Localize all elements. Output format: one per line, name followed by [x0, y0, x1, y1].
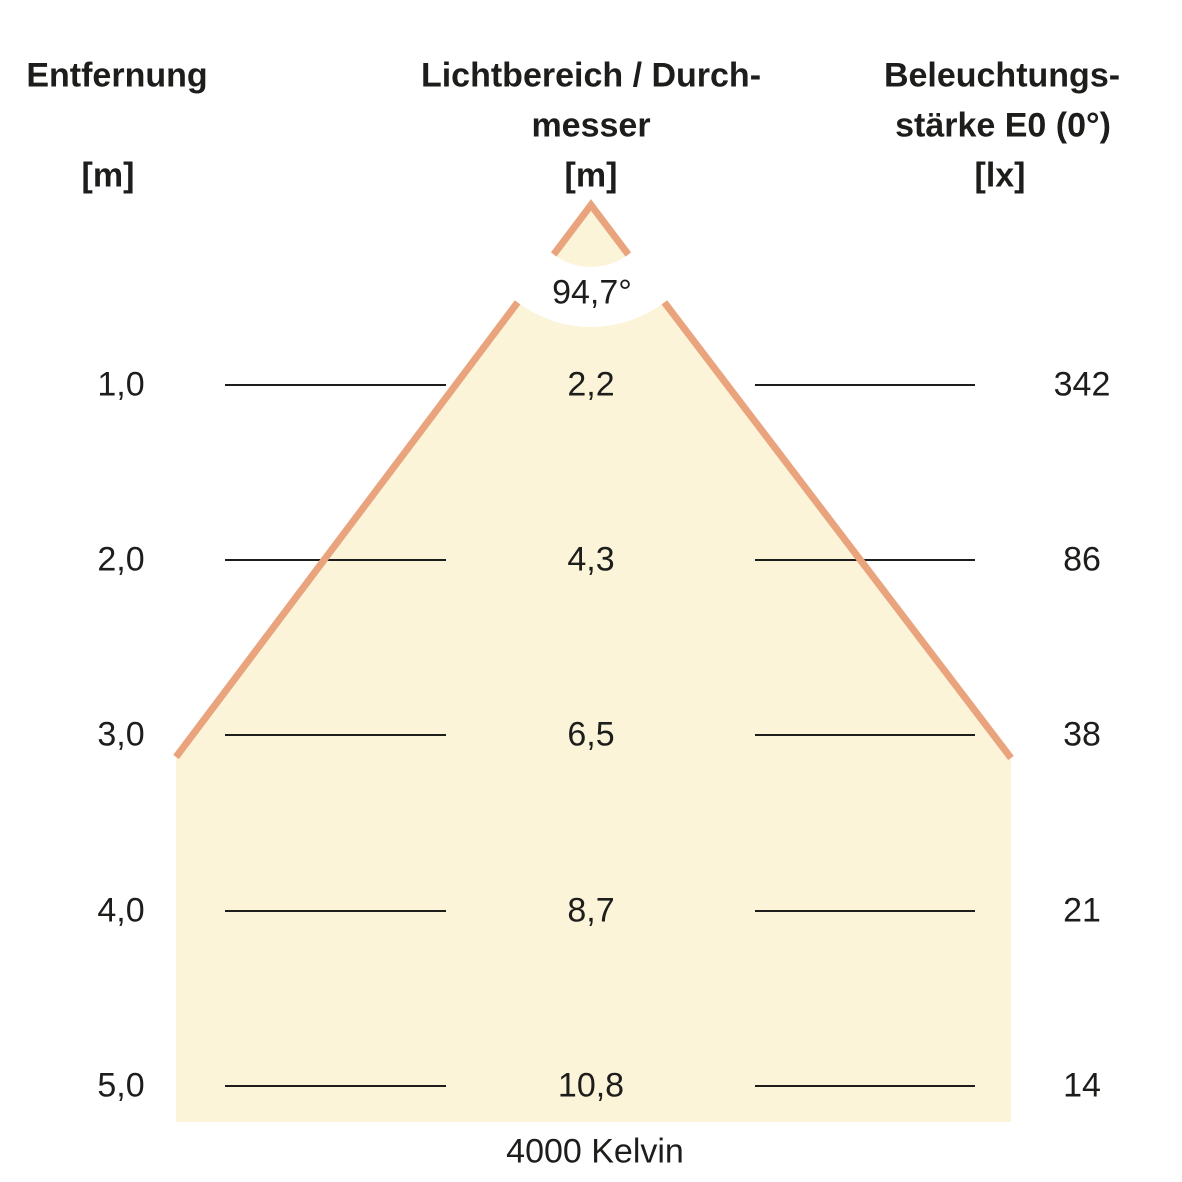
beam-angle-label: 94,7°: [552, 273, 632, 312]
diameter-value-2: 4,3: [567, 540, 615, 579]
column-unit-diameter: [m]: [564, 156, 618, 195]
cone-apex-outline: [550, 199, 632, 257]
illuminance-value-2: 86: [1063, 540, 1101, 579]
illuminance-value-5: 14: [1063, 1066, 1101, 1105]
diameter-value-4: 8,7: [567, 891, 615, 930]
column-header-illuminance-line1: Beleuchtungs-: [883, 56, 1121, 95]
distance-value-2: 2,0: [97, 540, 145, 579]
column-header-illuminance-line2: stärke E0 (0°): [895, 106, 1111, 145]
cone-apex-sector-fill: [553, 205, 629, 267]
column-unit-distance: [m]: [81, 156, 135, 195]
diameter-value-1: 2,2: [567, 365, 615, 404]
column-unit-illuminance: [lx]: [974, 156, 1026, 195]
diameter-value-3: 6,5: [567, 715, 615, 754]
diameter-value-5: 10,8: [557, 1066, 625, 1105]
distance-value-5: 5,0: [97, 1066, 145, 1105]
distance-value-3: 3,0: [97, 715, 145, 754]
cone-fill-group: [176, 205, 1011, 1122]
illuminance-value-3: 38: [1063, 715, 1101, 754]
illuminance-value-4: 21: [1063, 891, 1101, 930]
cone-body-fill: [176, 302, 1011, 1122]
cone-right-edge: [661, 300, 1014, 761]
cone-outline-group: [173, 199, 1014, 761]
illuminance-value-1: 342: [1053, 365, 1111, 404]
distance-value-1: 1,0: [97, 365, 145, 404]
row-lines-group: [225, 384, 975, 1087]
cone-left-edge: [173, 300, 521, 760]
column-header-diameter-line2: messer: [531, 106, 651, 145]
column-header-distance: Entfernung: [26, 56, 208, 95]
distance-value-4: 4,0: [97, 891, 145, 930]
kelvin-label: 4000 Kelvin: [506, 1132, 684, 1171]
column-header-diameter-line1: Lichtbereich / Durch-: [420, 56, 762, 95]
